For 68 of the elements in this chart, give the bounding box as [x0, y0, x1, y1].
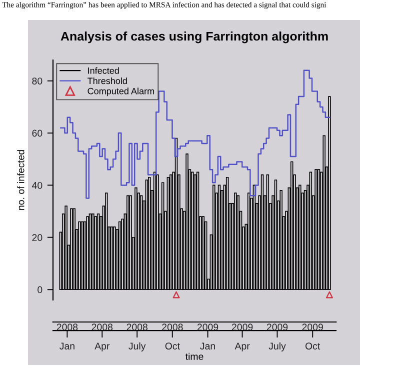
- bar: [166, 176, 170, 290]
- bar: [104, 192, 108, 290]
- bar: [328, 96, 331, 290]
- bar: [196, 172, 200, 290]
- y-tick-label: 20: [32, 234, 42, 242]
- y-tick-label: 80: [32, 78, 42, 84]
- bar: [274, 180, 278, 290]
- bar: [202, 216, 205, 290]
- x-tick-label: Apr: [234, 342, 250, 352]
- bar: [266, 174, 270, 290]
- bar: [145, 180, 148, 290]
- bar: [314, 169, 318, 290]
- bar: [92, 213, 94, 290]
- bar: [194, 174, 196, 290]
- bar: [212, 184, 216, 290]
- bar: [247, 192, 250, 290]
- x-tick-label: July: [128, 342, 146, 352]
- legend-label: Computed Alarm: [88, 88, 154, 96]
- chart-title: Analysis of cases using Farrington algorithm: [60, 31, 328, 44]
- bar: [129, 195, 132, 290]
- bar: [140, 195, 143, 290]
- legend-label: Infected: [88, 67, 119, 74]
- bar: [322, 135, 326, 290]
- bar: [88, 213, 92, 290]
- bar: [218, 184, 221, 290]
- bar: [186, 153, 188, 290]
- bar: [156, 174, 159, 290]
- legend-label: Threshold: [88, 77, 127, 84]
- bar: [78, 221, 81, 290]
- bar: [236, 195, 240, 290]
- bar: [148, 176, 151, 290]
- bar: [70, 208, 73, 290]
- bar: [161, 182, 164, 290]
- bar: [226, 176, 229, 290]
- bar: [309, 172, 312, 290]
- bar: [110, 226, 114, 290]
- x-axis-title: time: [185, 352, 204, 360]
- bar: [252, 184, 256, 290]
- bar: [290, 161, 294, 290]
- bar: [298, 184, 302, 290]
- bar: [118, 221, 122, 290]
- bar: [260, 174, 264, 290]
- bar: [153, 172, 156, 290]
- bar: [191, 172, 194, 290]
- bar: [72, 208, 76, 290]
- bar: [86, 216, 89, 290]
- bar: [96, 213, 100, 290]
- x-tick-label: July: [268, 342, 286, 352]
- bar: [234, 192, 237, 290]
- x-tick-label: Oct: [165, 342, 180, 350]
- bar: [126, 195, 130, 290]
- bar: [134, 187, 138, 290]
- bar: [170, 174, 172, 290]
- x-tick-label: Jan: [200, 342, 215, 350]
- bar: [64, 206, 68, 290]
- bar: [80, 221, 84, 290]
- x-tick-label: Apr: [94, 342, 110, 352]
- y-axis-title: no. of infected: [17, 150, 24, 210]
- bar: [280, 190, 282, 290]
- bar: [174, 138, 178, 290]
- y-tick-label: 0: [38, 286, 42, 294]
- bar: [113, 226, 116, 290]
- y-tick-label: 60: [32, 130, 42, 137]
- x-tick-label: Oct: [305, 342, 320, 350]
- bar: [317, 169, 320, 290]
- bar: [94, 216, 98, 290]
- y-tick-label: 40: [32, 182, 42, 189]
- x-tick-label: Jan: [60, 342, 74, 350]
